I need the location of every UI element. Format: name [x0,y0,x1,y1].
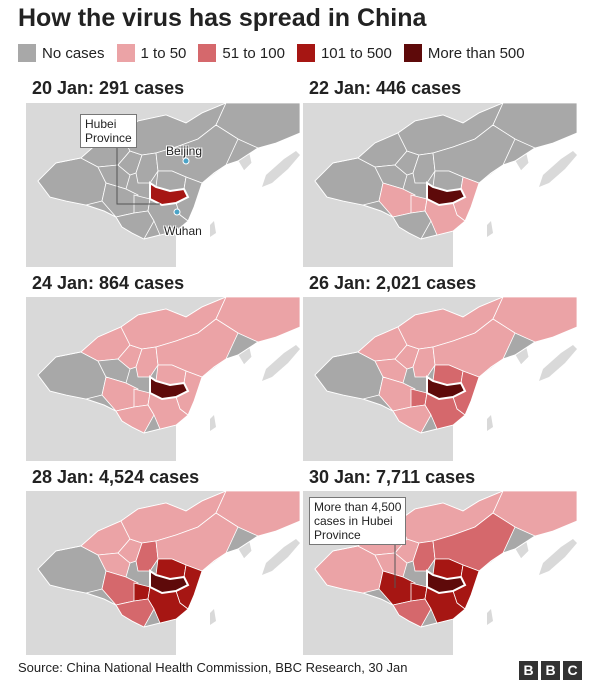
map-panel-24-jan [26,297,300,461]
beijing-label: Beijing [166,144,203,158]
bbc-logo-letter: B [519,661,538,680]
china-map [303,103,577,267]
taiwan-landmass [487,609,493,625]
hubei-cases-annotation: More than 4,500 cases in Hubei Province [309,497,407,545]
legend: No cases 1 to 50 51 to 100 101 to 500 Mo… [18,42,537,64]
legend-swatch [198,44,217,62]
panel-title-20-jan: 20 Jan: 291 cases [32,78,185,98]
province-region [392,598,432,628]
taiwan-landmass [210,415,216,431]
china-map [26,103,300,267]
legend-label: 101 to 500 [320,44,392,62]
hubei-annotation: Hubei Province [80,114,137,148]
panel-title-30-jan: 30 Jan: 7,711 cases [309,467,476,487]
sea [453,133,577,267]
legend-item-more-than-500: More than 500 [403,44,525,62]
panel-title-26-jan: 26 Jan: 2,021 cases [309,273,477,293]
bbc-logo: B B C [516,661,582,680]
hubei-outline [426,181,467,207]
japan-landmass [262,345,300,381]
panel-title-22-jan: 22 Jan: 446 cases [309,78,462,98]
legend-swatch [18,44,36,62]
japan-landmass [539,539,577,575]
wuhan-label: Wuhan [164,224,202,238]
taiwan-landmass [210,609,216,625]
legend-label: No cases [42,44,105,62]
japan-landmass [262,151,300,187]
legend-label: More than 500 [427,44,525,62]
province-region [115,210,155,240]
hubei-outline [149,375,190,401]
hubei-outline [426,375,467,401]
panel-title-28-jan: 28 Jan: 4,524 cases [32,467,200,487]
province-region [115,598,155,628]
legend-label: 1 to 50 [140,44,187,62]
legend-label: 51 to 100 [222,44,285,62]
legend-swatch [296,44,315,62]
wuhan-marker [173,208,181,216]
japan-landmass [262,539,300,575]
map-panel-22-jan [303,103,577,267]
sea [176,133,300,267]
legend-swatch [403,44,422,62]
china-map [26,491,300,655]
taiwan-landmass [487,221,493,237]
bbc-logo-letter: C [563,661,582,680]
sea [453,521,577,655]
province-region [115,404,155,434]
beijing-marker [182,157,190,165]
china-map [303,297,577,461]
hubei-outline [426,569,467,595]
legend-item-1-50: 1 to 50 [116,44,187,62]
bbc-logo-letter: B [541,661,560,680]
japan-landmass [539,345,577,381]
legend-item-101-500: 101 to 500 [296,44,392,62]
taiwan-landmass [210,221,216,237]
hubei-leader-line [116,148,160,205]
sea [176,327,300,461]
china-map [26,297,300,461]
sea [176,521,300,655]
panel-title-24-jan: 24 Jan: 864 cases [32,273,185,293]
map-panel-20-jan [26,103,300,267]
map-panel-28-jan [26,491,300,655]
legend-item-no-cases: No cases [18,44,105,62]
sea [453,327,577,461]
chart-title: How the virus has spread in China [18,4,427,32]
province-region [392,404,432,434]
taiwan-landmass [487,415,493,431]
legend-item-51-100: 51 to 100 [198,44,285,62]
source-note: Source: China National Health Commission… [18,660,408,675]
hubei-outline [149,569,190,595]
province-region [392,210,432,240]
japan-landmass [539,151,577,187]
map-panel-26-jan [303,297,577,461]
hubei-outline [149,181,190,207]
legend-swatch [116,44,135,62]
